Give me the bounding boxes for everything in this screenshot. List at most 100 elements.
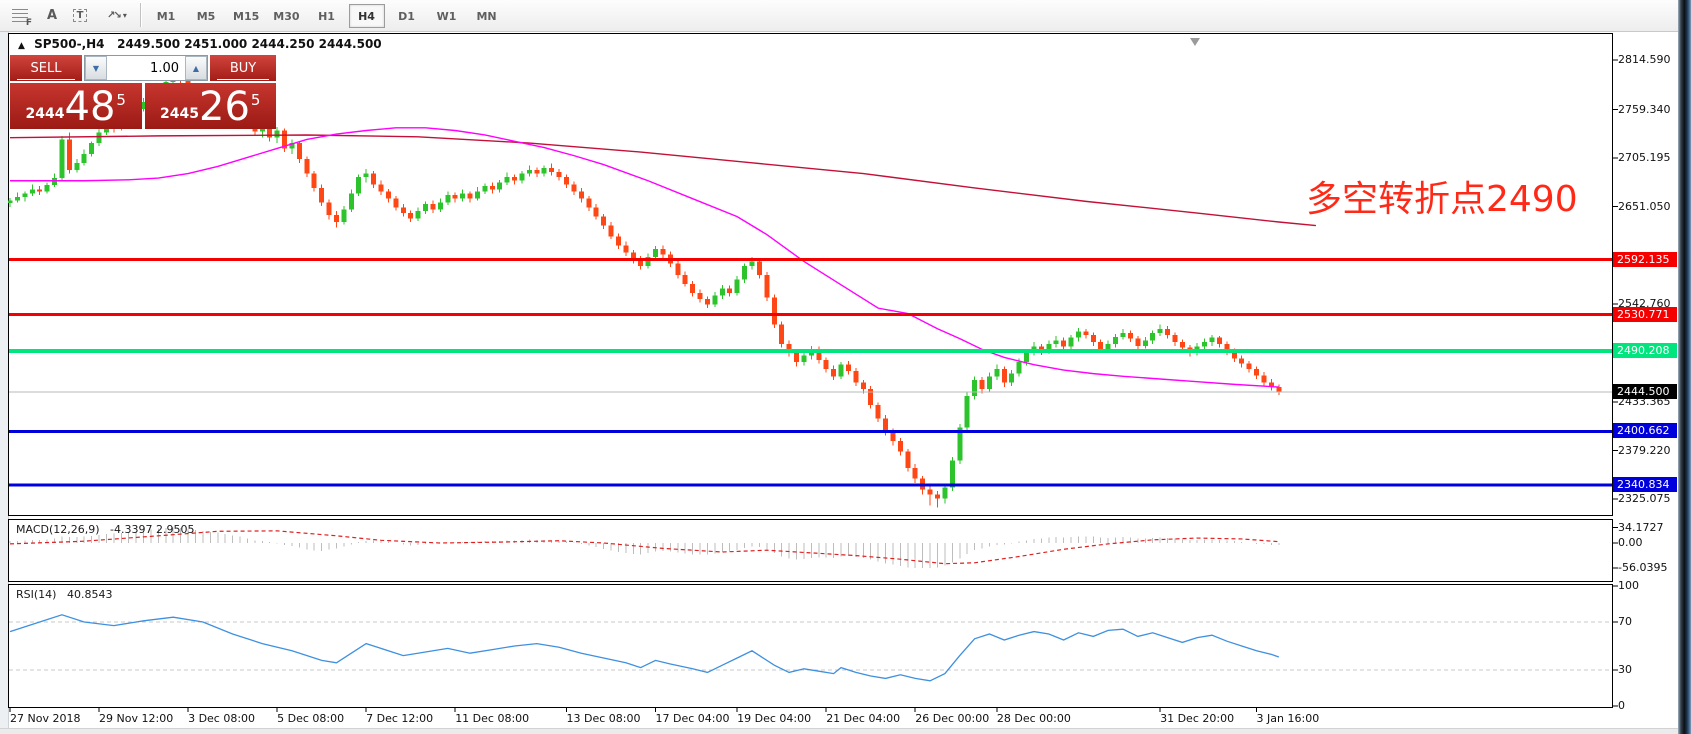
current-price-badge: 2444.500	[1613, 384, 1677, 399]
candle-body	[460, 193, 466, 199]
candle-body	[897, 440, 903, 452]
candle-body	[935, 494, 940, 499]
candle-body	[623, 245, 629, 253]
candle-body	[296, 143, 302, 160]
candle-body	[267, 126, 273, 138]
volume-stepper: ▼ 1.00 ▲	[84, 55, 208, 81]
volume-decrease-button[interactable]: ▼	[85, 56, 107, 80]
candle-body	[653, 248, 659, 257]
candle-body	[994, 369, 1000, 377]
fib-grid-icon[interactable]: F	[6, 3, 34, 28]
timeframe-button-h1[interactable]: H1	[318, 9, 335, 23]
chevron-down-icon: ▾	[122, 10, 127, 20]
candle-body	[756, 261, 762, 275]
candle-body	[512, 177, 518, 181]
candle-body	[608, 225, 614, 237]
candle-body	[44, 185, 50, 192]
candle-body	[504, 177, 510, 183]
candle-body	[356, 177, 362, 194]
buy-button[interactable]: BUY	[210, 55, 276, 81]
macd-values: -4.3397 2.9505	[110, 523, 195, 536]
level-price-badge: 2340.834	[1613, 477, 1677, 492]
chart-title: ▲ SP500-,H4 2449.500 2451.000 2444.250 2…	[18, 37, 382, 51]
candle-body	[1157, 328, 1163, 334]
window-right-edge[interactable]	[1678, 0, 1691, 734]
candle-body	[564, 177, 569, 185]
candle-body	[860, 382, 866, 389]
candle-body	[949, 460, 955, 488]
price-axis-label: 2705.195	[1618, 151, 1671, 165]
candle-body	[771, 297, 777, 325]
candle-body	[1135, 338, 1141, 346]
price-axis[interactable]: 2814.590 2759.340 2705.195 2651.050 2542.760…	[1613, 31, 1679, 728]
timeframe-button-m15[interactable]: M15	[233, 9, 260, 23]
candle-body	[942, 487, 948, 499]
timeframe-button-w1[interactable]: W1	[436, 9, 457, 23]
candle-body	[645, 256, 651, 266]
candle-body	[59, 139, 65, 179]
price-axis-label: 2325.075	[1618, 492, 1671, 506]
text-label-icon[interactable]: A	[38, 3, 66, 27]
level-price-badge: 2592.135	[1613, 251, 1677, 267]
buy-price-box[interactable]: 2445 26 5	[144, 83, 276, 129]
candle-body	[957, 427, 963, 461]
candle-body	[823, 360, 829, 370]
window-bottom-edge	[0, 728, 1678, 734]
timeframe-button-h4[interactable]: H4	[348, 4, 385, 28]
text-box-icon[interactable]: T	[66, 3, 94, 27]
candle-body	[534, 169, 540, 174]
candle-body	[81, 153, 87, 163]
collapse-triangle-icon[interactable]: ▲	[18, 41, 25, 51]
candle-body	[682, 274, 688, 284]
timeframe-button-m5[interactable]: M5	[196, 9, 216, 23]
candle-body	[883, 418, 889, 432]
sell-button[interactable]: SELL	[10, 55, 82, 81]
price-axis-label: 2651.050	[1618, 199, 1671, 213]
candle-body	[1179, 342, 1185, 348]
candle-body	[1224, 344, 1230, 352]
candle-body	[519, 173, 525, 181]
cycle-arrows-icon[interactable]: ↗↘ ▾	[98, 3, 136, 27]
macd-signal-line	[9, 530, 1279, 565]
volume-increase-button[interactable]: ▲	[185, 56, 207, 80]
candle-body	[385, 191, 391, 199]
candle-body	[1061, 340, 1067, 347]
rsi-pane-border	[8, 584, 1613, 708]
candle-body	[831, 369, 837, 377]
candle-body	[764, 274, 770, 298]
chart-canvas[interactable]	[8, 31, 1678, 734]
sell-price-box[interactable]: 2444 48 5	[10, 83, 142, 129]
timeframe-button-d1[interactable]: D1	[398, 9, 415, 23]
toolbar: F A T ↗↘ ▾ M1 M5 M15 M30 H1 H4 D1 W1 MN	[0, 0, 1678, 32]
candle-body	[1016, 361, 1022, 374]
candle-body	[690, 283, 696, 293]
sell-price-big: 48	[64, 84, 116, 130]
candle-body	[274, 130, 280, 138]
candle-body	[141, 101, 147, 109]
candle-body	[704, 299, 710, 305]
candle-body	[1142, 340, 1148, 346]
volume-input[interactable]: 1.00	[150, 60, 179, 76]
candle-body	[445, 195, 451, 203]
candle-body	[786, 344, 792, 353]
timeframe-button-m1[interactable]: M1	[156, 9, 176, 23]
price-axis-label: 2379.220	[1618, 443, 1671, 457]
timeframe-button-mn[interactable]: MN	[476, 9, 497, 23]
candle-body	[467, 193, 473, 199]
candle-body	[393, 198, 399, 208]
rsi-axis-label: 70	[1618, 615, 1632, 628]
candle-body	[185, 80, 191, 86]
candle-body	[712, 295, 718, 305]
symbol-timeframe: SP500-,H4	[34, 37, 105, 51]
candle-body	[660, 248, 666, 255]
sell-underline	[17, 79, 75, 80]
buy-price-sup: 5	[250, 91, 261, 109]
timeframe-button-m30[interactable]: M30	[273, 9, 300, 23]
macd-axis-label: -56.0395	[1618, 561, 1668, 575]
candle-body	[371, 173, 377, 185]
candle-body	[103, 126, 109, 133]
sell-price-sup: 5	[116, 91, 126, 109]
candle-body	[601, 216, 607, 226]
candle-body	[378, 184, 384, 192]
